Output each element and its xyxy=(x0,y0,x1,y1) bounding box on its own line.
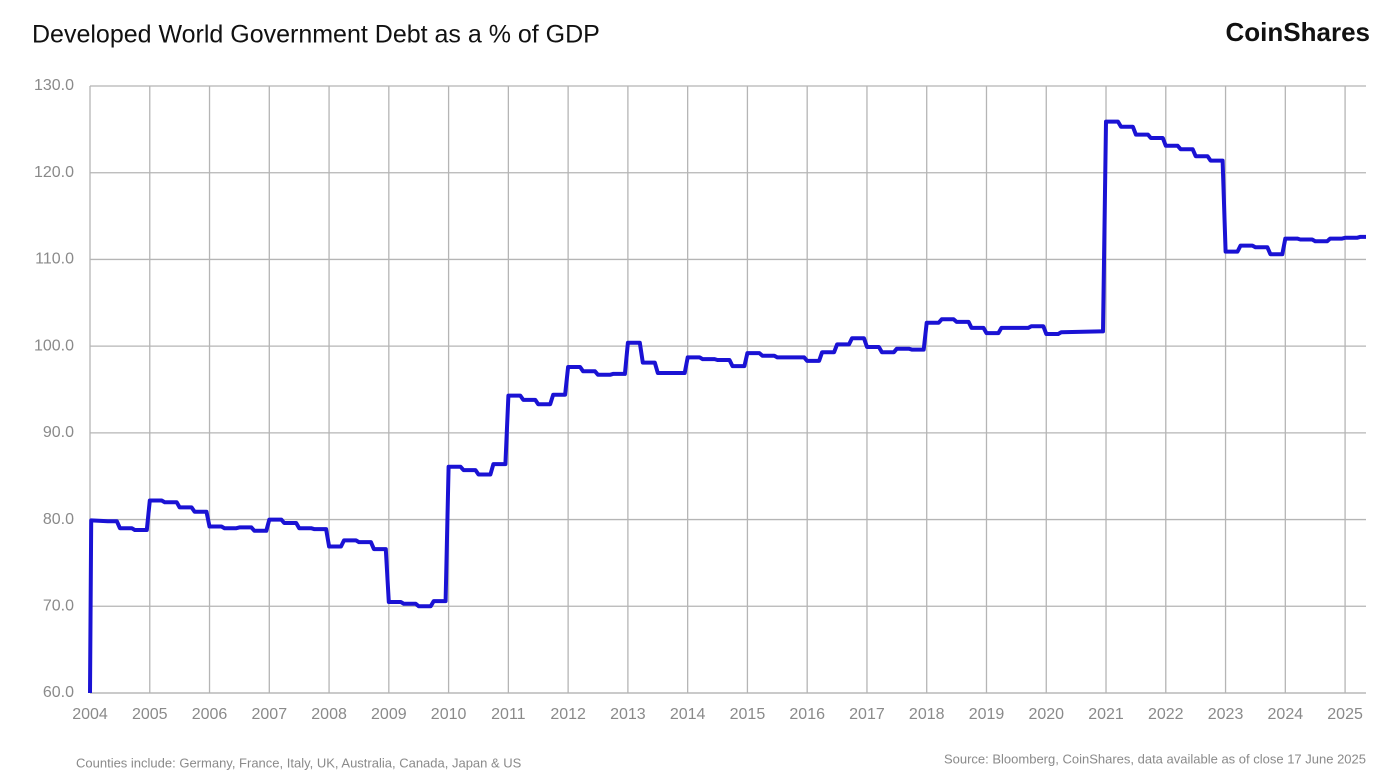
x-tick-label: 2022 xyxy=(1148,706,1184,723)
x-tick-label: 2011 xyxy=(491,706,526,723)
source: Source: Bloomberg, CoinShares, data avai… xyxy=(944,751,1366,766)
x-tick-label: 2013 xyxy=(610,706,646,723)
x-tick-label: 2023 xyxy=(1208,706,1244,723)
x-tick-label: 2019 xyxy=(969,706,1005,723)
x-tick-label: 2018 xyxy=(909,706,945,723)
y-tick-label: 70.0 xyxy=(43,598,74,615)
x-tick-label: 2009 xyxy=(371,706,407,723)
x-tick-label: 2005 xyxy=(132,706,168,723)
x-tick-label: 2010 xyxy=(431,706,467,723)
x-tick-label: 2012 xyxy=(550,706,586,723)
y-tick-label: 110.0 xyxy=(35,251,74,268)
y-tick-label: 100.0 xyxy=(34,337,74,354)
x-tick-label: 2024 xyxy=(1268,706,1304,723)
brand-logo: CoinShares xyxy=(1226,17,1371,47)
x-tick-label: 2006 xyxy=(192,706,228,723)
chart-title: Developed World Government Debt as a % o… xyxy=(32,21,600,49)
x-tick-label: 2021 xyxy=(1088,706,1124,723)
x-tick-label: 2014 xyxy=(670,706,706,723)
footnote: Counties include: Germany, France, Italy… xyxy=(76,755,522,770)
y-tick-label: 90.0 xyxy=(43,424,74,441)
x-tick-label: 2008 xyxy=(311,706,347,723)
x-tick-label: 2017 xyxy=(849,706,885,723)
x-tick-label: 2016 xyxy=(789,706,825,723)
x-tick-label: 2007 xyxy=(252,706,288,723)
data-line xyxy=(88,119,1366,694)
x-tick-label: 2025 xyxy=(1327,706,1363,723)
y-tick-label: 60.0 xyxy=(43,684,74,701)
x-tick-label: 2020 xyxy=(1028,706,1064,723)
y-tick-label: 120.0 xyxy=(34,164,74,181)
y-tick-label: 130.0 xyxy=(34,77,74,94)
x-tick-label: 2004 xyxy=(72,706,108,723)
x-tick-label: 2015 xyxy=(730,706,766,723)
y-tick-label: 80.0 xyxy=(43,511,74,528)
